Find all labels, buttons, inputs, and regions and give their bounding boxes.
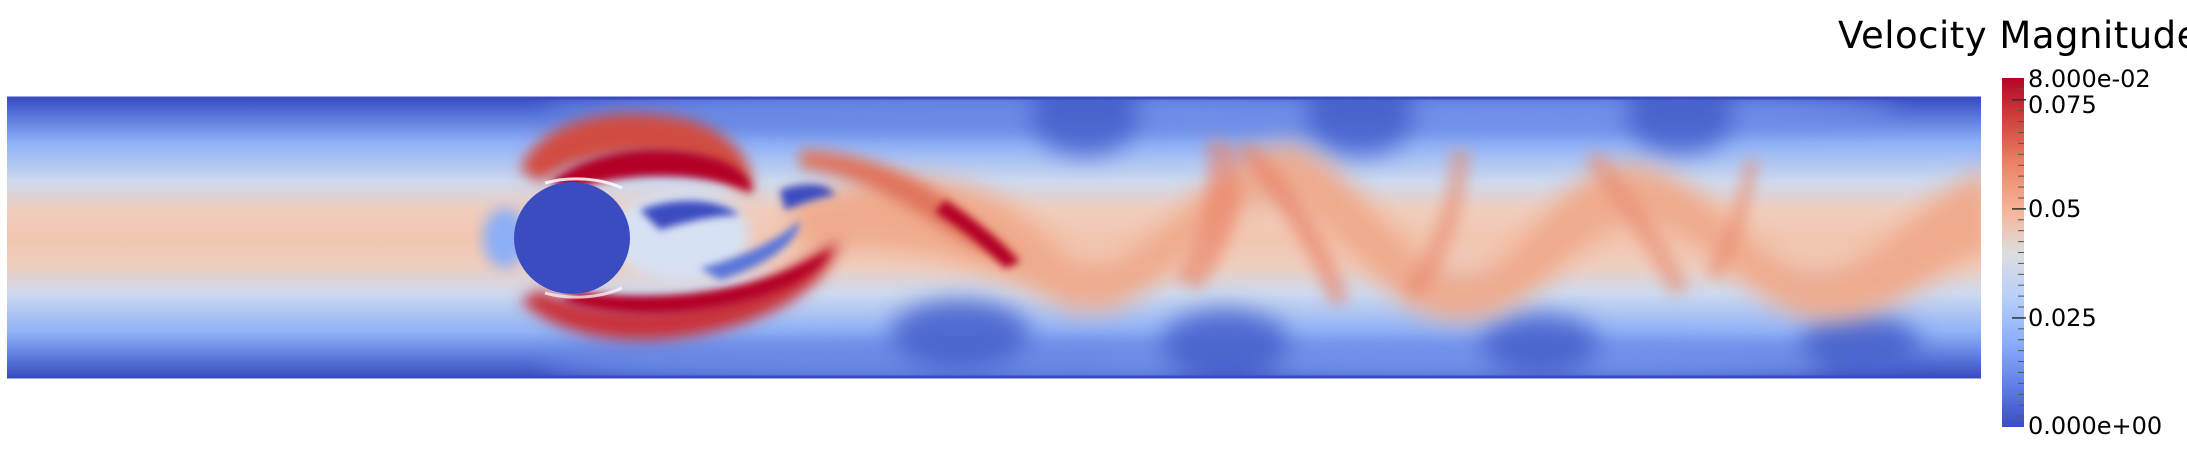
channel-flow-field <box>7 98 1981 377</box>
colorbar-min-label: 0.000e+00 <box>2028 412 2163 440</box>
colorbar-tick-label-0025: 0.025 <box>2028 303 2097 332</box>
cylinder-obstacle <box>514 182 630 294</box>
colorbar-ticks <box>2012 88 2026 417</box>
colorbar-tick-label-0075: 0.075 <box>2028 90 2097 119</box>
colorbar-max-label: 8.000e-02 <box>2028 65 2151 93</box>
legend-title: Velocity Magnitude <box>1838 14 2187 57</box>
colorbar-tick-label-005: 0.05 <box>2028 194 2082 223</box>
